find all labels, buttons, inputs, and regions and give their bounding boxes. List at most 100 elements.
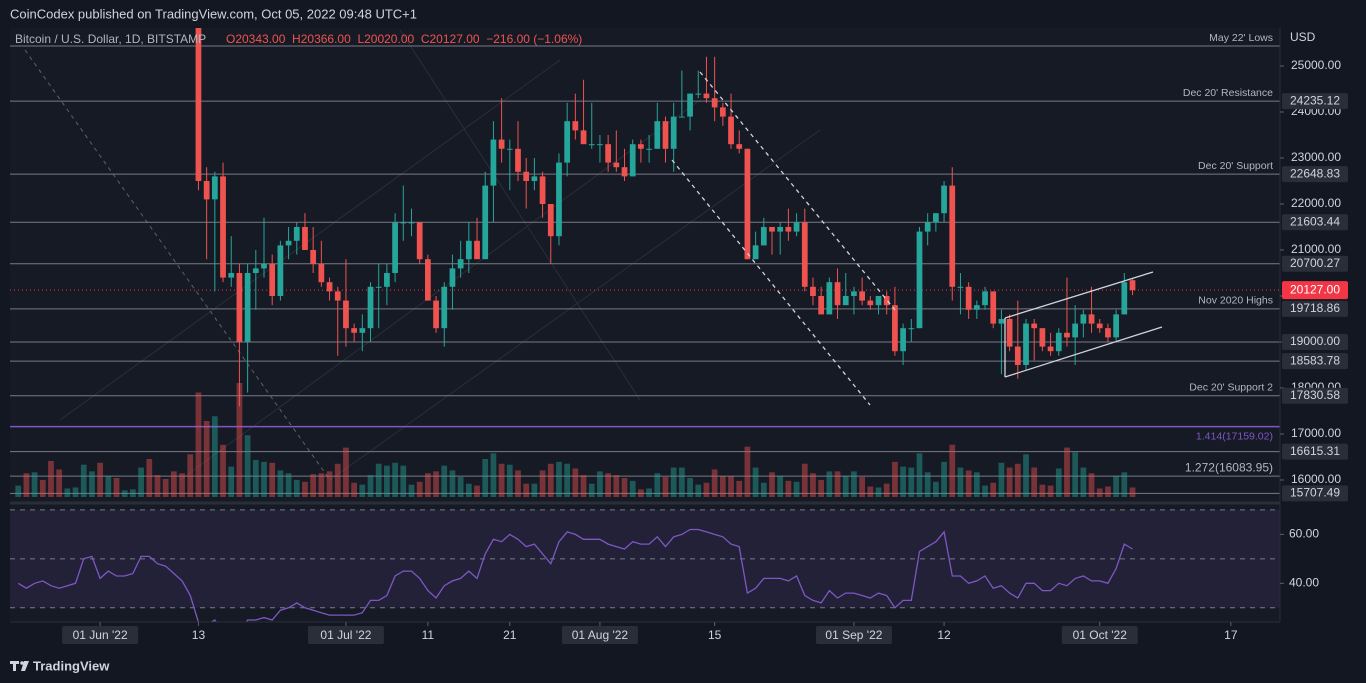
- volume-bar: [310, 474, 317, 497]
- volume-bar: [719, 476, 726, 497]
- candle-body: [826, 282, 833, 315]
- candle-body: [302, 226, 308, 250]
- level-name: 1.272(16083.95): [1185, 460, 1273, 474]
- candle-body: [834, 282, 841, 306]
- candle-body: [1129, 280, 1136, 291]
- x-tick-label: 17: [1224, 628, 1238, 642]
- candle-body: [1080, 314, 1087, 324]
- candle-body: [515, 148, 521, 172]
- rsi-line: [17, 528, 1133, 622]
- level-label: 16615.31: [1290, 444, 1340, 458]
- candle-body: [408, 222, 415, 224]
- candle-body: [728, 116, 734, 145]
- volume-bar: [187, 454, 194, 497]
- x-tick-box: [1061, 626, 1138, 644]
- candle-body: [367, 286, 374, 329]
- y-tick-label: 25000.00: [1291, 58, 1341, 72]
- candle-body: [441, 286, 448, 329]
- candle-body: [359, 328, 366, 333]
- volume-bar: [195, 392, 202, 497]
- x-tick-label: 13: [192, 628, 206, 642]
- volume-bar: [662, 477, 669, 497]
- volume-bar: [334, 463, 341, 497]
- candle-body: [285, 240, 292, 246]
- volume-bar: [621, 478, 628, 497]
- x-tick-box: [561, 626, 638, 644]
- candle-body: [449, 268, 456, 287]
- ohlc: O20343.00 H20366.00 L20020.00 C20127.00 …: [226, 32, 582, 46]
- volume-bar: [449, 470, 456, 497]
- x-tick-label: 01 Oct '22: [1073, 628, 1128, 642]
- candle-body: [892, 305, 898, 352]
- candle-body: [474, 240, 480, 260]
- volume-bar: [801, 463, 808, 497]
- background-trendlines: [59, 29, 821, 481]
- candle-body: [318, 263, 325, 283]
- volume-bar: [138, 467, 144, 497]
- x-tick-label: 21: [503, 628, 517, 642]
- volume-bar: [400, 465, 407, 497]
- volume-bar: [687, 478, 693, 497]
- volume-bar: [965, 470, 972, 497]
- volume-bar: [1096, 488, 1103, 497]
- candle-body: [1055, 332, 1062, 352]
- candle-body: [539, 176, 546, 204]
- volume-bar: [261, 461, 267, 497]
- volume-bar: [1072, 452, 1079, 497]
- volume-bar: [744, 446, 751, 497]
- volume-bar: [1113, 476, 1119, 497]
- volume-bar: [433, 471, 439, 497]
- volume-bar: [228, 466, 235, 497]
- volume-bar: [498, 463, 505, 497]
- candle-body: [719, 107, 726, 117]
- volume-bar: [531, 483, 538, 497]
- candle-body: [957, 286, 964, 288]
- candle-body: [293, 226, 300, 241]
- volume-bar: [1023, 454, 1029, 497]
- x-tick-label: 11: [422, 628, 435, 642]
- volume-bar: [810, 473, 816, 497]
- level-name: Nov 2020 Highs: [1198, 295, 1273, 307]
- candle-body: [1014, 346, 1021, 365]
- volume-bar: [474, 485, 480, 497]
- candle-body: [1047, 346, 1054, 352]
- volume-bar: [392, 462, 398, 497]
- volume-bar: [1064, 447, 1070, 497]
- volume-bar: [736, 480, 743, 497]
- volume-bar: [703, 482, 710, 497]
- volume-bar: [973, 472, 980, 497]
- candle-body: [629, 144, 636, 177]
- candle-body: [564, 121, 571, 163]
- candle-body: [842, 295, 849, 306]
- level-label: 19000.00: [1290, 334, 1340, 348]
- candle-body: [933, 213, 939, 223]
- volume-bar: [1080, 467, 1087, 497]
- volume-bar: [244, 435, 251, 497]
- volume-bar: [384, 465, 390, 497]
- volume-bar: [220, 444, 226, 497]
- candle-body: [1072, 323, 1079, 338]
- x-tick-box: [62, 626, 139, 644]
- volume-bar: [367, 475, 374, 497]
- volume-bar: [48, 460, 54, 497]
- level-box: [1282, 166, 1348, 183]
- candle-body: [908, 328, 915, 330]
- volume-bar: [1055, 468, 1062, 497]
- volume-bar: [572, 468, 579, 497]
- volume-bar: [318, 473, 325, 497]
- candle-body: [777, 226, 784, 232]
- volume-bar: [679, 467, 685, 497]
- level-box: [1282, 485, 1348, 502]
- x-tick-box: [307, 626, 384, 644]
- volume-bar: [646, 488, 652, 497]
- x-tick-label: 01 Aug '22: [572, 628, 629, 642]
- candle-body: [1064, 332, 1070, 338]
- candle-body: [375, 286, 382, 288]
- volume-bar: [121, 490, 128, 497]
- volume-bar: [15, 485, 22, 497]
- footer: [0, 650, 1366, 683]
- volume-bar: [326, 471, 333, 497]
- volume-bar: [539, 470, 546, 497]
- candle-body: [998, 318, 1005, 324]
